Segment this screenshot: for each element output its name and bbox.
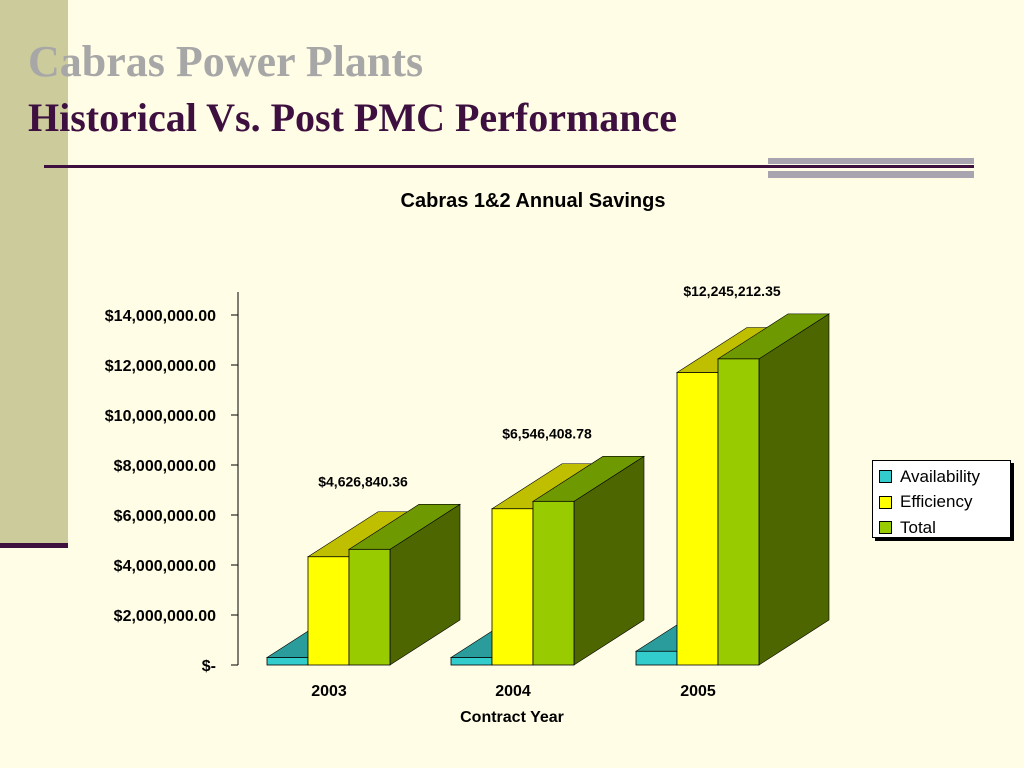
data-label-total: $4,626,840.36 bbox=[318, 473, 408, 489]
slide-subtitle: Historical Vs. Post PMC Performance bbox=[28, 95, 678, 140]
x-axis-label: Contract Year bbox=[460, 709, 564, 726]
y-tick-label: $4,000,000.00 bbox=[114, 558, 216, 575]
y-tick-label: $10,000,000.00 bbox=[105, 408, 216, 425]
chart-title: Cabras 1&2 Annual Savings bbox=[401, 190, 666, 212]
x-tick-label: 2005 bbox=[680, 683, 716, 700]
title-rule bbox=[44, 165, 974, 168]
data-label-total: $6,546,408.78 bbox=[502, 425, 592, 441]
bar-availability-2005 bbox=[635, 650, 678, 666]
bar-efficiency-2003 bbox=[307, 556, 350, 666]
chart-legend: Availability Efficiency Total bbox=[872, 460, 1011, 538]
legend-item-total: Total bbox=[879, 515, 1004, 541]
legend-label-availability: Availability bbox=[900, 466, 981, 486]
y-tick-label: $- bbox=[202, 658, 216, 675]
legend-swatch-total bbox=[879, 521, 892, 535]
bar-side-total-2005 bbox=[758, 313, 830, 666]
x-tick-label: 2003 bbox=[311, 683, 347, 700]
data-label-total: $12,245,212.35 bbox=[683, 283, 781, 299]
legend-item-efficiency: Efficiency bbox=[879, 490, 1004, 516]
bar-availability-2003 bbox=[266, 657, 309, 666]
bar-efficiency-2004 bbox=[491, 508, 534, 666]
left-decor-stripe bbox=[0, 0, 68, 545]
bar-total-2003 bbox=[348, 548, 391, 666]
legend-label-efficiency: Efficiency bbox=[900, 492, 973, 512]
y-tick-label: $6,000,000.00 bbox=[114, 508, 216, 525]
bar-availability-2004 bbox=[450, 657, 493, 666]
legend-item-availability: Availability bbox=[879, 464, 1004, 490]
bar-total-2004 bbox=[532, 500, 575, 666]
y-tick-label: $12,000,000.00 bbox=[105, 358, 216, 375]
title-rule-accent-bottom bbox=[768, 171, 974, 178]
legend-swatch-availability bbox=[879, 470, 892, 484]
y-tick-label: $14,000,000.00 bbox=[105, 308, 216, 325]
legend-swatch-efficiency bbox=[879, 495, 892, 509]
left-decor-bar bbox=[0, 543, 68, 548]
title-rule-accent-top bbox=[768, 158, 974, 164]
slide-title: Cabras Power Plants bbox=[28, 37, 424, 86]
bar-total-2005 bbox=[717, 358, 760, 666]
y-tick-label: $8,000,000.00 bbox=[114, 458, 216, 475]
y-tick-label: $2,000,000.00 bbox=[114, 608, 216, 625]
x-tick-label: 2004 bbox=[495, 683, 531, 700]
legend-label-total: Total bbox=[900, 517, 936, 537]
bar-efficiency-2005 bbox=[676, 372, 719, 666]
